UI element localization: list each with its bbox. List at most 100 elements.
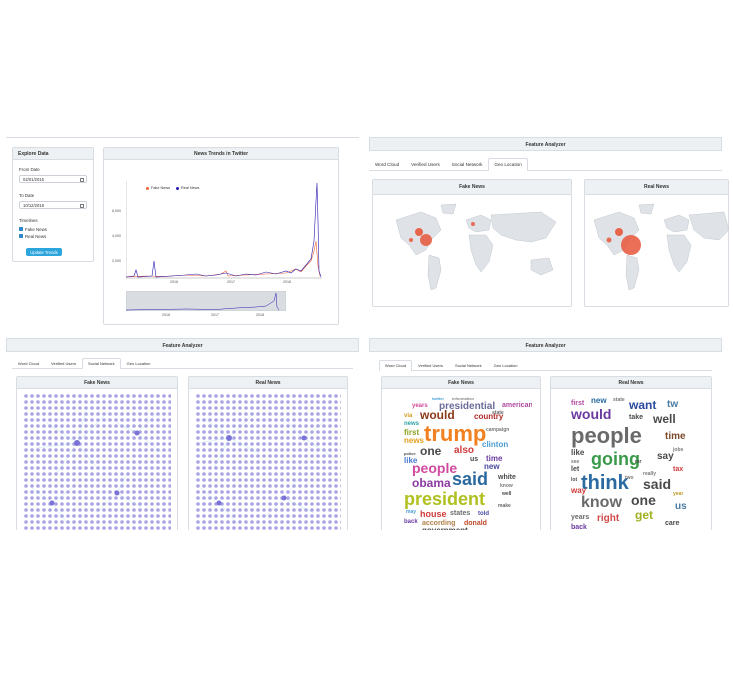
cloud-word: see: [571, 459, 580, 465]
to-date-input[interactable]: 10/12/2018: [19, 201, 87, 209]
cloud-word: jobs: [672, 447, 683, 453]
cloud-word: people: [571, 423, 642, 448]
cloud-word: according: [422, 520, 455, 527]
y-tick-2000: 2,000: [112, 259, 121, 263]
news-trends-title: News Trends in Twitter: [104, 148, 338, 160]
cloud-word: tax: [673, 466, 683, 473]
trend-line-chart[interactable]: [126, 181, 326, 281]
cloud-word: obama: [412, 476, 451, 490]
cloud-word: want: [628, 398, 656, 412]
cloud-word: people: [412, 460, 457, 476]
tab-geo-location[interactable]: Geo Location: [493, 363, 518, 368]
cloud-word: said: [452, 469, 488, 489]
cloud-word: clinton: [482, 440, 508, 449]
cloud-word: back: [571, 524, 587, 530]
fake-news-network-graph[interactable]: [17, 393, 177, 530]
legend-real-label[interactable]: Real News: [181, 186, 200, 190]
cloud-word: years: [412, 403, 428, 409]
geo-bubble: [621, 235, 641, 255]
wordcloud-tabs: Word Cloud Verified Users Social Network…: [379, 360, 712, 371]
cloud-word: really: [643, 471, 656, 477]
cloud-word: state: [492, 410, 504, 416]
cloud-word: mr: [635, 459, 641, 465]
cloud-word: trump: [424, 421, 486, 446]
fake-news-checkbox[interactable]: [19, 227, 23, 231]
cloud-word: twitter: [432, 396, 444, 401]
cloud-word: going: [591, 449, 640, 469]
cloud-word: time: [486, 454, 503, 463]
cloud-word: white: [497, 474, 516, 481]
cloud-word: time: [665, 431, 686, 442]
geo-bubble: [409, 238, 413, 242]
update-trends-button[interactable]: Update Trends: [26, 248, 62, 256]
cloud-word: campaign: [486, 427, 509, 433]
wordcloud-fake-card: Fake News twitter information years pres…: [381, 376, 541, 530]
tab-word-cloud[interactable]: Word Cloud: [18, 361, 40, 366]
real-news-word-cloud[interactable]: first new state want tw would take well …: [569, 393, 699, 530]
geo-fake-title: Fake News: [373, 180, 571, 195]
cloud-word: information: [452, 396, 475, 401]
network-panel-title: Feature Analyzer: [6, 338, 359, 352]
cloud-word: like: [404, 456, 418, 465]
cloud-word: right: [597, 513, 620, 524]
tab-verified-users[interactable]: Verified Users: [51, 361, 76, 366]
geo-bubble: [420, 234, 432, 246]
legend-real-marker: [176, 187, 179, 190]
cloud-word: know: [581, 494, 622, 511]
tab-geo-location[interactable]: Geo Location: [126, 361, 151, 366]
cloud-word: said: [643, 476, 671, 492]
tab-social-network[interactable]: Social Network: [451, 162, 483, 167]
cloud-word: get: [635, 508, 653, 522]
cloud-word: way: [570, 486, 587, 495]
social-network-panel: Feature Analyzer Word Cloud Verified Use…: [6, 338, 359, 530]
wordcloud-real-title: Real News: [551, 377, 711, 389]
y-tick-4000: 4,000: [112, 234, 121, 238]
tab-word-cloud[interactable]: Word Cloud: [375, 162, 400, 167]
network-real-title: Real News: [189, 377, 347, 389]
tab-social-network[interactable]: Social Network: [81, 358, 121, 369]
cloud-word: would: [419, 408, 455, 422]
word-cloud-panel: Feature Analyzer Word Cloud Verified Use…: [369, 338, 722, 530]
news-trends-card: News Trends in Twitter Fake News Real Ne…: [103, 147, 339, 325]
real-news-checkbox[interactable]: [19, 234, 23, 238]
y-tick-6000: 6,000: [112, 209, 121, 213]
cloud-word: care: [665, 520, 680, 527]
tab-word-cloud[interactable]: Word Cloud: [379, 360, 413, 371]
cloud-word: well: [652, 412, 676, 426]
cloud-word: years: [571, 514, 589, 521]
cloud-word: house: [420, 509, 447, 519]
cloud-word: new: [484, 462, 500, 471]
tab-verified-users[interactable]: Verified Users: [418, 363, 443, 368]
legend-fake-label[interactable]: Fake News: [151, 186, 170, 190]
range-navigator[interactable]: [126, 291, 286, 311]
fake-news-word-cloud[interactable]: twitter information years presidential a…: [402, 393, 532, 530]
explore-data-card: Explore Data From Date 02/01/2015 To Dat…: [12, 147, 94, 262]
legend-fake-marker: [146, 187, 149, 190]
tab-geo-location[interactable]: Geo Location: [488, 158, 528, 171]
from-date-value: 02/01/2015: [23, 176, 44, 182]
x-tick-2018: 2018: [283, 280, 291, 284]
tab-social-network[interactable]: Social Network: [454, 363, 482, 368]
cloud-word: us: [675, 501, 687, 512]
calendar-icon[interactable]: [80, 177, 84, 182]
cloud-word: first: [571, 400, 585, 407]
calendar-icon[interactable]: [80, 203, 84, 208]
nav-x-tick-2018: 2018: [256, 313, 264, 317]
cloud-word: know: [500, 483, 513, 489]
world-map[interactable]: [381, 200, 566, 300]
cloud-word: presidential: [439, 401, 495, 412]
x-tick-2017: 2017: [227, 280, 235, 284]
cloud-word: make: [498, 503, 511, 509]
real-news-network-graph[interactable]: [189, 393, 347, 530]
to-date-label: To Date: [19, 193, 35, 198]
geo-location-panel: Feature Analyzer Word Cloud Verified Use…: [369, 137, 729, 327]
navigator-selected-range: [126, 291, 286, 311]
to-date-value: 10/12/2018: [23, 202, 44, 208]
cloud-word: may: [406, 509, 416, 515]
from-date-input[interactable]: 02/01/2015: [19, 175, 87, 183]
world-map[interactable]: [589, 200, 729, 300]
cloud-word: year: [673, 491, 683, 497]
navigator-series: [126, 292, 280, 311]
tab-verified-users[interactable]: Verified Users: [411, 162, 440, 167]
cloud-word: also: [454, 445, 474, 456]
